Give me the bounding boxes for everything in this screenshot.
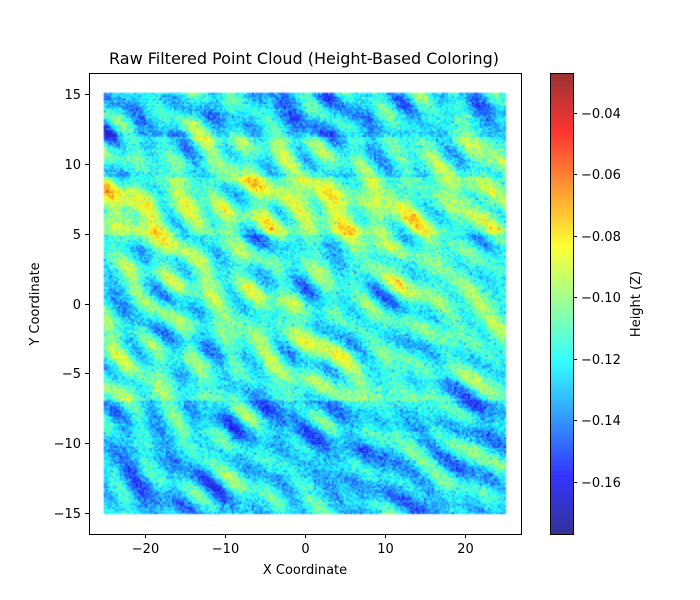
colorbar-tick-label: −0.14: [581, 414, 621, 429]
colorbar-tick-label: −0.10: [581, 291, 621, 306]
colorbar-ticks: −0.16 −0.14 −0.12 −0.10 −0.08 −0.06 −0.04: [573, 107, 621, 491]
y-tick-label: 0: [73, 298, 81, 313]
y-tick-label: 10: [64, 158, 81, 173]
colorbar-tick-label: −0.04: [581, 107, 621, 122]
point-cloud-scatter: [89, 73, 521, 534]
colorbar-tick-label: −0.12: [581, 353, 621, 368]
colorbar-tick-label: −0.08: [581, 230, 621, 245]
chart-title: Raw Filtered Point Cloud (Height-Based C…: [109, 49, 499, 68]
plot-frame: [89, 73, 522, 535]
colorbar-gradient: [550, 73, 573, 534]
colorbar-frame: [550, 73, 574, 535]
colorbar-tick-label: −0.16: [581, 476, 621, 491]
x-tick-label: 20: [457, 542, 474, 557]
y-tick-label: −5: [62, 367, 81, 382]
y-axis-ticks: −15 −10 −5 0 5 10 15: [54, 88, 89, 522]
y-tick-label: 5: [73, 228, 81, 243]
x-tick-label: 0: [301, 542, 309, 557]
y-tick-label: −10: [54, 437, 81, 452]
x-tick-label: −10: [212, 542, 239, 557]
colorbar-label: Height (Z): [629, 271, 644, 337]
y-tick-label: −15: [54, 507, 81, 522]
y-tick-label: 15: [64, 88, 81, 103]
x-tick-label: −20: [132, 542, 159, 557]
colorbar-tick-label: −0.06: [581, 168, 621, 183]
y-axis-label: Y Coordinate: [28, 262, 43, 346]
x-axis-label: X Coordinate: [263, 563, 347, 578]
x-axis-ticks: −20 −10 0 10 20: [132, 534, 474, 557]
x-tick-label: 10: [377, 542, 394, 557]
